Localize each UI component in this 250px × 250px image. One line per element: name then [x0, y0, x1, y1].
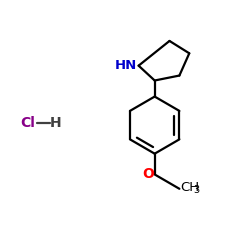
Text: Cl: Cl	[20, 116, 35, 130]
Text: CH: CH	[180, 181, 200, 194]
Text: H: H	[50, 116, 62, 130]
Text: 3: 3	[194, 185, 200, 195]
Text: O: O	[142, 167, 154, 181]
Text: HN: HN	[115, 59, 137, 72]
